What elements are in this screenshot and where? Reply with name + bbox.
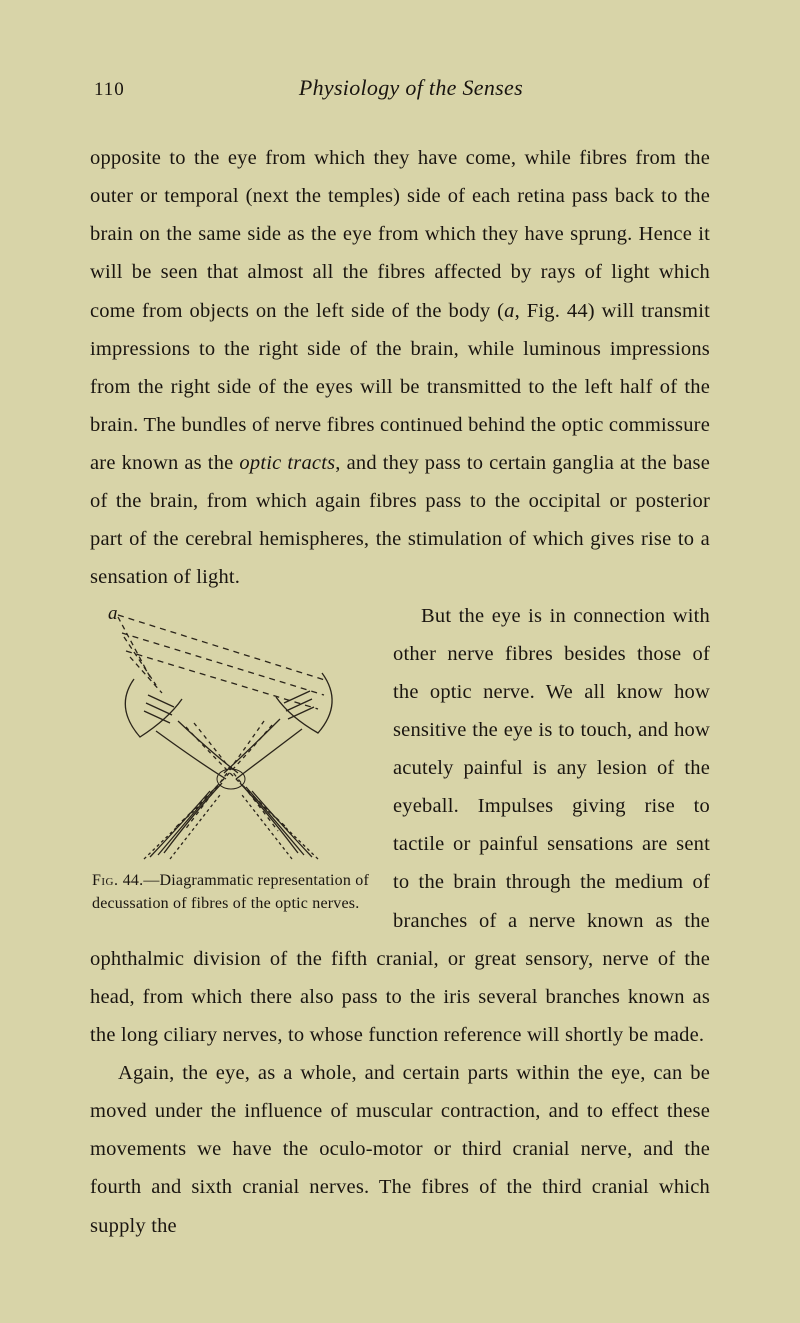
optic-decussation-diagram: a: [90, 603, 375, 863]
inline-fig-letter: a: [504, 300, 514, 322]
page-number: 110: [94, 79, 125, 101]
paragraph-3: Again, the eye, as a whole, and certain …: [90, 1054, 710, 1245]
paragraph-1: opposite to the eye from which they have…: [90, 139, 710, 597]
fig-caption-num: 44.: [123, 872, 144, 889]
optic-tracts-term: optic tracts: [239, 452, 335, 474]
running-title: Physiology of the Senses: [299, 75, 523, 101]
body-text: opposite to the eye from which they have…: [90, 139, 710, 1245]
figure-caption: Fig. 44.—Diagrammatic representation of …: [90, 863, 375, 915]
figure-44: a: [90, 603, 375, 915]
fig-caption-lead: Fig.: [92, 872, 119, 889]
book-page: 110 Physiology of the Senses opposite to…: [0, 0, 800, 1323]
p1-text-a: opposite to the eye from which they have…: [90, 147, 710, 322]
figure-label-a: a: [108, 603, 118, 624]
p1-text-b: , Fig. 44) will transmit impressions to …: [90, 300, 710, 475]
running-head: 110 Physiology of the Senses: [90, 75, 710, 101]
